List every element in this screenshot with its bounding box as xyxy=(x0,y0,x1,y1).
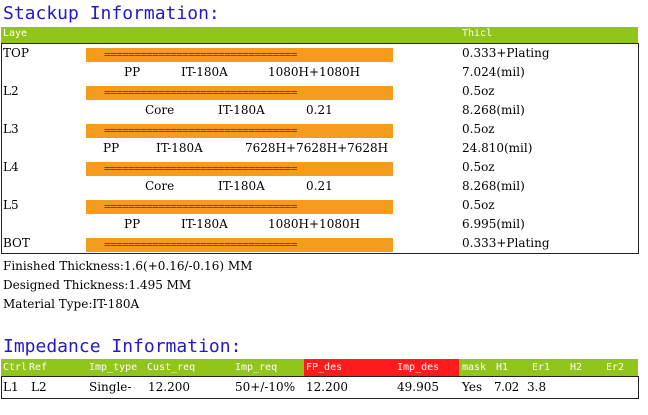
copper-layer-bar: ================================ xyxy=(86,162,393,176)
designed-thickness: Designed Thickness:1.495 MM xyxy=(3,278,192,292)
copper-layer-bar: ================================ xyxy=(86,48,393,62)
layer-label: L3 xyxy=(3,122,19,136)
col-er2: Er2 xyxy=(606,362,625,373)
cell-ctrl: L1 xyxy=(3,380,19,394)
col-ref: Ref xyxy=(29,362,48,373)
copper-bar-text: ================================ xyxy=(104,238,297,251)
copper-layer-bar: ================================ xyxy=(86,86,393,100)
copper-bar-text: ================================ xyxy=(104,124,297,137)
copper-layer-bar: ================================ xyxy=(86,124,393,138)
copper-layer-bar: ================================ xyxy=(86,238,393,252)
layer-thickness: 8.268(mil) xyxy=(462,103,525,117)
layer-thickness: 8.268(mil) xyxy=(462,179,525,193)
stackup-header-bar: Laye Thicl xyxy=(1,27,638,43)
dielectric-material: IT-180A xyxy=(181,65,228,79)
cell-ref: L2 xyxy=(31,380,47,394)
layer-label: L2 xyxy=(3,84,19,98)
col-h2: H2 xyxy=(570,362,583,373)
layer-label: BOT xyxy=(3,236,30,250)
impedance-table-frame xyxy=(1,376,639,399)
thickness-column-header: Thicl xyxy=(462,28,493,39)
cell-mask: Yes xyxy=(462,380,483,394)
stackup-title: Stackup Information: xyxy=(3,3,220,24)
layer-thickness: 0.5oz xyxy=(462,84,495,98)
col-fp-des: FP_des xyxy=(306,362,343,373)
dielectric-construction: 0.21 xyxy=(306,179,333,193)
dielectric-material: IT-180A xyxy=(156,141,203,155)
layer-thickness: 0.333+Plating xyxy=(462,46,550,60)
dielectric-type: PP xyxy=(124,217,141,231)
impedance-title: Impedance Information: xyxy=(3,336,242,357)
col-h1: H1 xyxy=(496,362,509,373)
layer-label: TOP xyxy=(3,46,29,60)
cell-imp-req: 50+/-10% xyxy=(235,380,296,394)
copper-bar-text: ================================ xyxy=(104,86,297,99)
cell-fp-des: 12.200 xyxy=(306,380,348,394)
copper-bar-text: ================================ xyxy=(104,200,297,213)
col-mask: mask xyxy=(462,362,487,373)
cell-h1: 7.02 xyxy=(494,380,519,394)
impedance-header-bar: Ctrl Ref Imp_type Cust_req Imp_req FP_de… xyxy=(1,359,638,376)
col-cust-req: Cust_req xyxy=(147,362,196,373)
col-er1: Er1 xyxy=(532,362,551,373)
layer-column-header: Laye xyxy=(3,28,28,39)
dielectric-material: IT-180A xyxy=(181,217,228,231)
col-ctrl: Ctrl xyxy=(3,362,28,373)
layer-thickness: 6.995(mil) xyxy=(462,217,525,231)
cell-imp-des: 49.905 xyxy=(397,380,439,394)
layer-thickness: 0.5oz xyxy=(462,160,495,174)
col-imp-type: Imp_type xyxy=(89,362,138,373)
dielectric-type: Core xyxy=(145,179,175,193)
col-imp-des: Imp_des xyxy=(397,362,440,373)
dielectric-type: PP xyxy=(103,141,120,155)
dielectric-type: Core xyxy=(145,103,175,117)
cell-er1: 3.8 xyxy=(527,380,547,394)
cell-cust-req: 12.200 xyxy=(148,380,190,394)
copper-bar-text: ================================ xyxy=(104,162,297,175)
material-type: Material Type:IT-180A xyxy=(3,297,140,311)
dielectric-construction: 7628H+7628H+7628H xyxy=(245,141,389,155)
layer-thickness: 0.333+Plating xyxy=(462,236,550,250)
finished-thickness: Finished Thickness:1.6(+0.16/-0.16) MM xyxy=(3,259,253,273)
fp-des-highlight xyxy=(304,359,459,376)
dielectric-construction: 1080H+1080H xyxy=(268,217,361,231)
layer-label: L5 xyxy=(3,198,19,212)
copper-bar-text: ================================ xyxy=(104,48,297,61)
layer-thickness: 7.024(mil) xyxy=(462,65,525,79)
layer-thickness: 0.5oz xyxy=(462,122,495,136)
layer-thickness: 0.5oz xyxy=(462,198,495,212)
col-imp-req: Imp_req xyxy=(235,362,278,373)
dielectric-material: IT-180A xyxy=(218,103,265,117)
layer-thickness: 24.810(mil) xyxy=(462,141,533,155)
dielectric-material: IT-180A xyxy=(218,179,265,193)
dielectric-type: PP xyxy=(124,65,141,79)
dielectric-construction: 1080H+1080H xyxy=(268,65,361,79)
layer-label: L4 xyxy=(3,160,19,174)
dielectric-construction: 0.21 xyxy=(306,103,333,117)
copper-layer-bar: ================================ xyxy=(86,200,393,214)
stackup-table-frame xyxy=(1,43,639,254)
cell-imp-type: Single- xyxy=(89,380,132,394)
